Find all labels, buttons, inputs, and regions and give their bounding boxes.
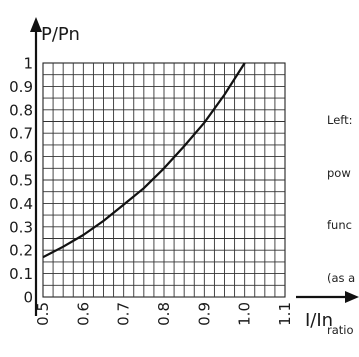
caption-text: Left: pow func (as a ratio bbox=[327, 77, 359, 357]
x-tick-label: 0.9 bbox=[195, 302, 213, 326]
x-tick-label: 0.7 bbox=[115, 302, 133, 326]
chart: 00.10.20.30.40.50.60.70.80.91 0.5 0.6 0.7 0… bbox=[9, 17, 359, 331]
y-tick-label: 0.1 bbox=[9, 265, 33, 283]
x-tick-label: 0.5 bbox=[34, 302, 52, 326]
grid bbox=[42, 62, 286, 298]
y-tick-label: 0.3 bbox=[9, 218, 33, 236]
caption-line: ratio bbox=[327, 323, 354, 337]
y-tick-label: 0 bbox=[23, 289, 33, 307]
y-tick-label: 0.2 bbox=[9, 242, 33, 260]
x-tick-label: 0.8 bbox=[155, 302, 173, 326]
y-tick-label: 0.6 bbox=[9, 148, 33, 166]
y-tick-label: 0.4 bbox=[9, 195, 33, 213]
axes bbox=[30, 17, 359, 316]
x-axis-label: I/In bbox=[305, 310, 333, 331]
y-tick-label: 0.5 bbox=[9, 172, 33, 190]
x-axis-arrowhead bbox=[345, 291, 359, 303]
x-tick-label: 1.0 bbox=[236, 302, 254, 326]
x-tick-label: 0.6 bbox=[74, 302, 92, 326]
x-tick-label: 1.1 bbox=[276, 302, 294, 326]
y-axis-label: P/Pn bbox=[41, 24, 80, 45]
y-tick-label: 0.8 bbox=[9, 101, 33, 119]
caption-line: pow bbox=[327, 165, 351, 180]
y-axis-arrowhead bbox=[30, 17, 42, 32]
y-tick-label: 0.7 bbox=[9, 125, 33, 143]
caption-line: (as a bbox=[327, 270, 356, 285]
x-tick-labels: 0.5 0.6 0.7 0.8 0.9 1.0 1.1 bbox=[34, 302, 294, 326]
y-tick-label: 1 bbox=[23, 55, 33, 73]
curve bbox=[42, 62, 246, 259]
caption-line: Left: bbox=[327, 113, 353, 127]
series-line bbox=[42, 62, 246, 259]
caption-line: func bbox=[327, 218, 352, 232]
y-tick-labels: 0 0.1 0.2 0.3 0.4 0.5 0.6 0.7 0.8 0.9 1 bbox=[9, 55, 33, 307]
y-tick-label: 0.9 bbox=[9, 78, 33, 96]
